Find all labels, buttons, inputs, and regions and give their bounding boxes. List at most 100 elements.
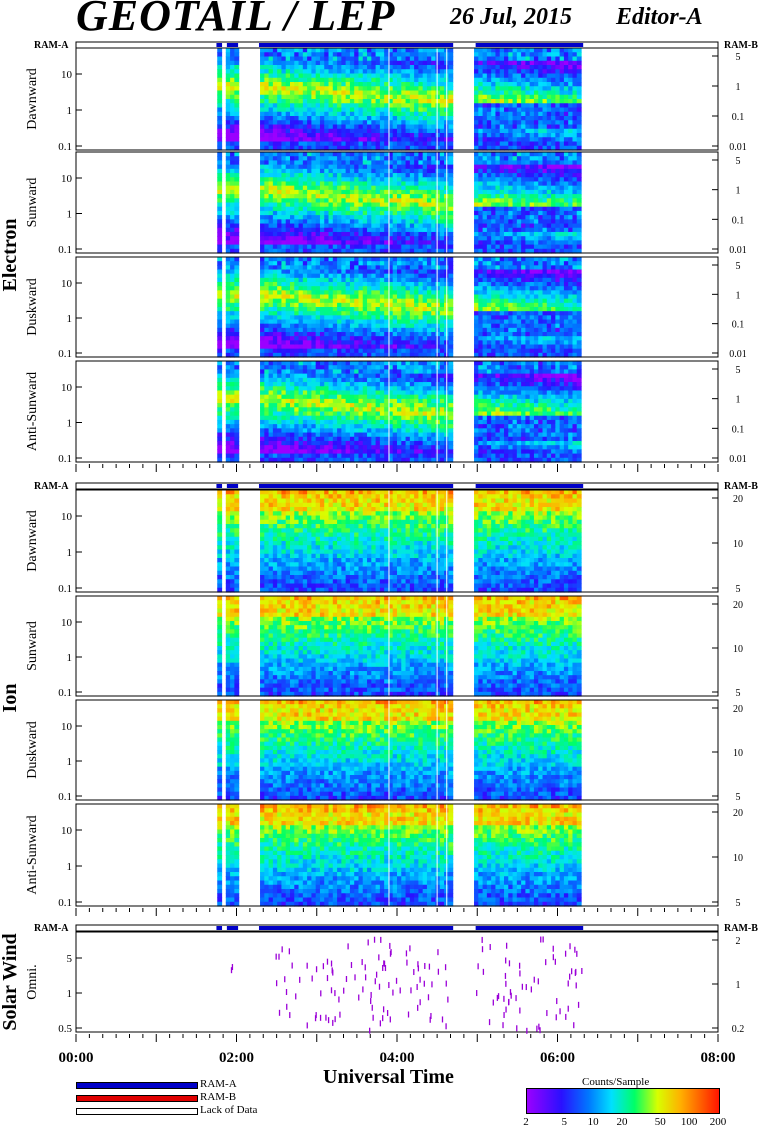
panel-2-0-sample — [503, 1012, 505, 1019]
left-tick-label: 0.1 — [58, 141, 72, 153]
panel-2-0-sample — [447, 996, 449, 1003]
right-tick-label: 0.01 — [729, 349, 747, 360]
panel-2-0-sample — [383, 960, 386, 967]
panel-2-0-sample — [502, 1022, 504, 1029]
panel-2-0-sample — [354, 974, 356, 981]
panel-2-0-sample — [509, 989, 512, 996]
panel-2-0-sample — [369, 1027, 371, 1034]
panel-1-0-image — [217, 490, 582, 593]
panel-2-0-sample — [489, 944, 491, 951]
panel-0-2-image — [217, 257, 582, 358]
x-tick-label: 04:00 — [380, 1050, 415, 1066]
panel-2-0-sample — [362, 986, 364, 993]
panel-2-0-sample — [552, 954, 554, 961]
ram-a-segment — [475, 926, 584, 930]
panel-2-0-sample — [492, 999, 494, 1006]
colorbar-title: Counts/Sample — [582, 1076, 650, 1088]
right-tick-label: 5 — [736, 688, 741, 699]
panel-1-2-border — [75, 699, 719, 801]
panel-2-0-sample — [538, 1023, 540, 1030]
panel-0-0-image — [217, 48, 582, 151]
panel-2-0-sample — [576, 950, 578, 957]
panel-2-0-sample — [476, 990, 478, 997]
right-tick-label: 0.1 — [732, 320, 745, 331]
panel-2-0-sample — [374, 978, 376, 985]
panel-2-0-sample — [371, 1004, 373, 1011]
colorbar-tick: 20 — [616, 1116, 628, 1128]
ram-a-segment — [226, 43, 239, 47]
panel-2-0-sample — [405, 950, 408, 957]
panel-2-0-sample — [350, 962, 353, 969]
panel-label-3: Anti-Sunward — [25, 815, 40, 894]
panel-2-0-sample — [382, 1015, 384, 1022]
legend-lack-label: Lack of Data — [200, 1104, 258, 1116]
legend-lack-swatch — [76, 1108, 198, 1115]
panel-2-0-sample — [429, 1016, 431, 1023]
panel-1-2-image — [217, 700, 582, 801]
ram-b-label: RAM-B — [724, 40, 758, 51]
left-tick-label: 10 — [61, 511, 73, 523]
panel-2-0-sample — [364, 964, 366, 971]
panel-2-0-sample — [417, 961, 419, 968]
colorbar-tick: 5 — [561, 1116, 567, 1128]
right-tick-label: 1 — [736, 980, 741, 991]
panel-2-0-sample — [521, 983, 524, 990]
x-tick-label: 08:00 — [701, 1050, 736, 1066]
ram-a-segment — [475, 43, 584, 47]
panel-2-0-sample — [519, 970, 521, 977]
panel-2-0-sample — [399, 987, 401, 994]
panel-2-0-sample — [379, 1020, 382, 1027]
panel-2-0-sample — [481, 936, 483, 943]
panel-2-0-sample — [315, 1012, 317, 1019]
colorbar-tick: 200 — [709, 1116, 727, 1128]
panel-2-0-sample — [407, 1011, 410, 1018]
legend-ram-b-swatch — [76, 1095, 198, 1102]
panel-2-0-sample — [389, 942, 391, 949]
panel-2-0-sample — [231, 964, 234, 971]
colorbar-tick: 2 — [523, 1116, 529, 1128]
panel-2-0-sample — [481, 946, 484, 953]
panel-2-0-sample — [390, 949, 392, 956]
right-tick-label: 5 — [736, 792, 741, 803]
panel-2-0-sample — [322, 963, 325, 970]
right-tick-label: 1 — [736, 186, 741, 197]
panel-2-0-sample — [546, 1010, 548, 1017]
left-tick-label: 5 — [67, 953, 73, 965]
panel-2-0-sample — [299, 976, 301, 983]
left-tick-label: 1 — [67, 547, 73, 559]
panel-2-0-sample — [372, 1014, 374, 1021]
panel-2-0-sample — [575, 968, 577, 975]
panel-2-0-sample — [559, 1008, 561, 1015]
panel-2-0-sample — [388, 982, 390, 989]
right-tick-label: 10 — [733, 748, 743, 759]
panel-2-0-sample — [378, 954, 380, 961]
legend-ram-a-label: RAM-A — [200, 1078, 237, 1090]
panel-2-0-sample — [275, 953, 277, 960]
ram-a-segment — [226, 484, 239, 488]
colorbar — [526, 1088, 720, 1114]
right-tick-label: 5 — [736, 898, 741, 909]
panel-0-3-image — [217, 361, 582, 463]
panel-2-0-sample — [555, 1014, 557, 1021]
panel-2-0-sample — [364, 974, 367, 981]
ram-a-segment — [475, 484, 584, 488]
panel-2-0-sample — [291, 962, 293, 969]
panel-0-1-image — [217, 152, 582, 254]
panel-2-0-sample — [382, 964, 384, 971]
right-tick-label: 5 — [736, 261, 741, 272]
x-tick-label: 00:00 — [59, 1050, 94, 1066]
right-tick-label: 20 — [733, 494, 743, 505]
right-tick-label: 5 — [736, 365, 741, 376]
panel-2-0-sample — [507, 999, 510, 1006]
right-tick-label: 0.1 — [732, 215, 745, 226]
panel-2-0-sample — [505, 942, 508, 949]
left-tick-label: 0.1 — [58, 583, 72, 595]
panel-2-0-sample — [581, 967, 583, 974]
panel-2-0-sample — [358, 994, 360, 1001]
panel-2-0-sample — [384, 965, 387, 972]
ram-a-segment — [216, 926, 223, 930]
panel-2-0-sample — [375, 971, 378, 978]
panel-2-0-sample — [505, 980, 507, 987]
panel-2-0-sample — [320, 990, 322, 997]
panel-label-0: Dawnward — [25, 510, 40, 571]
